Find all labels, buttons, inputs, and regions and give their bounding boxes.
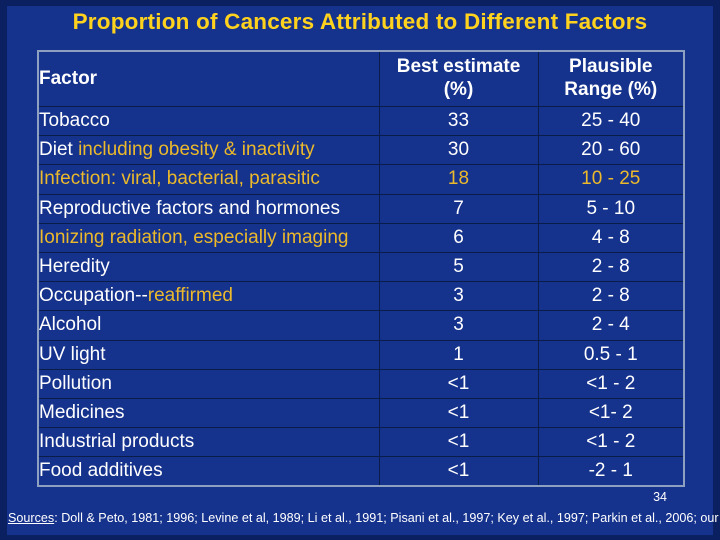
factor-cell: Pollution [37, 368, 380, 399]
best-estimate-cell: 18 [378, 164, 539, 195]
table-row: UV light 1 0.5 - 1 [37, 339, 685, 370]
sources-label: Sources [8, 511, 55, 525]
best-estimate-cell: 30 [378, 135, 539, 166]
plausible-range-cell: 2 - 8 [537, 281, 685, 312]
factor-text-white: UV light [39, 343, 106, 365]
factor-text-white: Pollution [39, 372, 112, 394]
table-row: Heredity 5 2 - 8 [37, 251, 685, 283]
factor-cell: Diet including obesity & inactivity [37, 135, 380, 166]
table-row: Industrial products <1 <1 - 2 [37, 427, 685, 458]
factor-text-white: Industrial products [39, 431, 195, 453]
factor-text-highlight: Ionizing radiation, especially imaging [39, 226, 349, 248]
best-estimate-cell: 3 [378, 281, 539, 312]
header-plausible-range: Plausible Range (%) [537, 50, 685, 107]
factor-text-highlight: including obesity & inactivity [78, 139, 315, 161]
table-row: Reproductive factors and hormones 7 5 - 10 [37, 193, 685, 224]
table-row: Occupation--reaffirmed 3 2 - 8 [37, 281, 685, 312]
factor-cell: Ionizing radiation, especially imaging [37, 222, 380, 253]
factor-text-white: Diet [39, 139, 79, 161]
factor-cell: Infection: viral, bacterial, parasitic [37, 164, 380, 195]
factor-text-highlight: Infection: viral, bacterial, parasitic [39, 168, 320, 190]
plausible-range-cell: -2 - 1 [537, 456, 685, 487]
plausible-range-cell: <1- 2 [537, 397, 685, 429]
factor-text-white: Alcohol [39, 314, 102, 336]
factor-cell: Alcohol [37, 310, 380, 341]
plausible-range-cell: 25 - 40 [537, 105, 685, 137]
sources-line: Sources: Doll & Peto, 1981; 1996; Levine… [8, 511, 720, 525]
factor-text-white: Medicines [39, 401, 125, 423]
header-best-line2: (%) [443, 79, 474, 100]
page-number: 34 [653, 490, 667, 504]
header-range-line2: Range (%) [564, 79, 658, 100]
plausible-range-cell: 20 - 60 [537, 135, 685, 166]
table-row: Infection: viral, bacterial, parasitic 18… [37, 164, 685, 195]
header-best-estimate: Best estimate (%) [378, 50, 539, 107]
table-body: Tobacco 33 25 - 40 Diet including obesity &… [37, 105, 685, 487]
header-best-line1: Best estimate [396, 56, 521, 78]
table-row: Pollution <1 <1 - 2 [37, 368, 685, 399]
plausible-range-cell: 2 - 4 [537, 310, 685, 341]
best-estimate-cell: 7 [378, 193, 539, 224]
table-row: Tobacco 33 25 - 40 [37, 105, 685, 137]
table-row: Ionizing radiation, especially imaging 6 4… [37, 222, 685, 253]
best-estimate-cell: <1 [378, 397, 539, 429]
best-estimate-cell: 1 [378, 339, 539, 370]
factor-text-white: Reproductive factors and hormones [39, 197, 340, 219]
factor-cell: Food additives [37, 456, 380, 487]
sources-text: : Doll & Peto, 1981; 1996; Levine et al,… [54, 511, 720, 525]
plausible-range-cell: 2 - 8 [537, 251, 685, 283]
factor-cell: Medicines [37, 397, 380, 429]
best-estimate-cell: <1 [378, 368, 539, 399]
best-estimate-cell: <1 [378, 427, 539, 458]
plausible-range-cell: <1 - 2 [537, 368, 685, 399]
best-estimate-cell: 33 [378, 105, 539, 137]
best-estimate-cell: 6 [378, 222, 539, 253]
factor-cell: UV light [37, 339, 380, 370]
factor-text-white: Occupation-- [39, 285, 148, 307]
factor-cell: Reproductive factors and hormones [37, 193, 380, 224]
factor-cell: Heredity [37, 251, 380, 283]
header-factor: Factor [37, 50, 380, 107]
slide-title: Proportion of Cancers Attributed to Diff… [72, 9, 648, 34]
table-row: Food additives <1 -2 - 1 [37, 456, 685, 487]
table-header-row: Factor Best estimate (%) Plausible Range (… [37, 50, 685, 107]
table-row: Diet including obesity & inactivity 30 20 … [37, 135, 685, 166]
plausible-range-cell: 0.5 - 1 [537, 339, 685, 370]
header-range-line1: Plausible [569, 56, 653, 78]
factor-text-white: Food additives [39, 460, 163, 482]
best-estimate-cell: 3 [378, 310, 539, 341]
plausible-range-cell: 4 - 8 [537, 222, 685, 253]
best-estimate-cell: <1 [378, 456, 539, 487]
factor-text-white: Heredity [39, 256, 110, 278]
plausible-range-cell: <1 - 2 [537, 427, 685, 458]
factor-cell: Industrial products [37, 427, 380, 458]
plausible-range-cell: 5 - 10 [537, 193, 685, 224]
factor-text-white: Tobacco [39, 110, 110, 132]
plausible-range-cell: 10 - 25 [537, 164, 685, 195]
cancer-factors-table: Factor Best estimate (%) Plausible Range (… [37, 50, 685, 488]
factor-text-highlight: reaffirmed [147, 285, 233, 307]
factor-cell: Occupation--reaffirmed [37, 281, 380, 312]
table-row: Alcohol 3 2 - 4 [37, 310, 685, 341]
best-estimate-cell: 5 [378, 251, 539, 283]
factor-cell: Tobacco [37, 105, 380, 137]
table-row: Medicines <1 <1- 2 [37, 397, 685, 429]
